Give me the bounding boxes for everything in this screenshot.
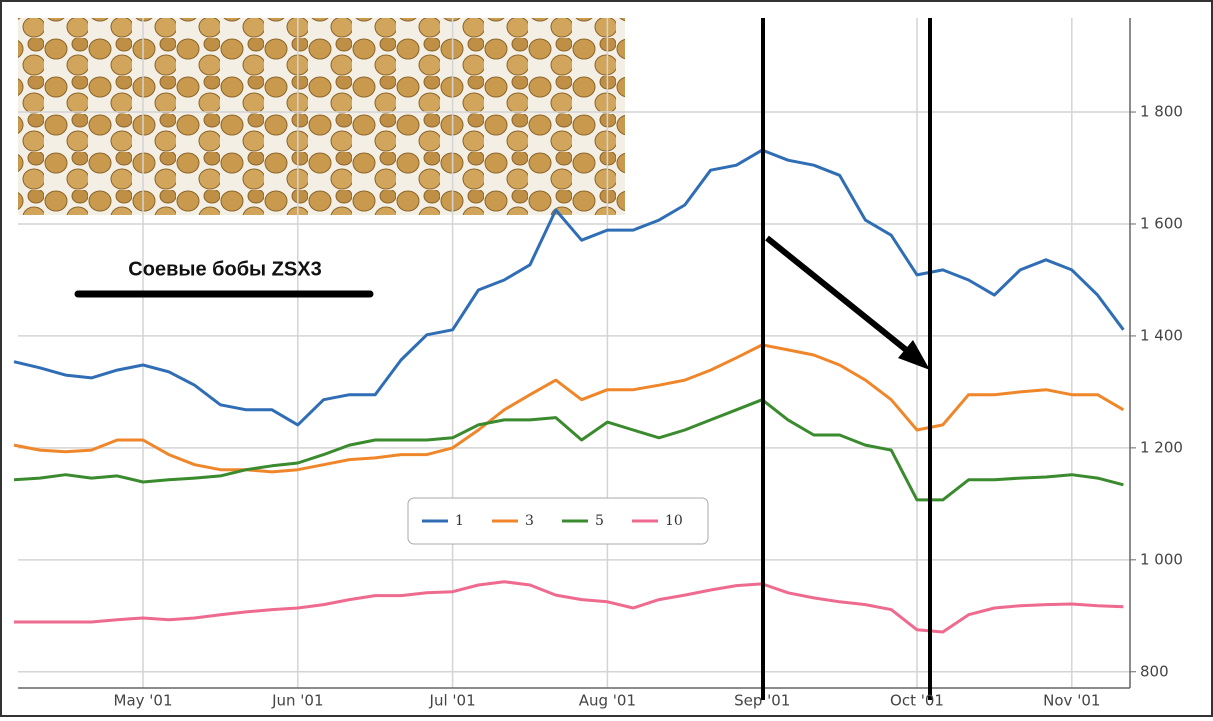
chart-title: Соевые бобы ZSX3 [128,258,321,280]
soybean-image [18,18,625,215]
x-tick-label: May '01 [114,692,173,710]
x-tick-label: Aug '01 [579,692,636,710]
y-tick-label: 1 000 [1140,550,1183,568]
legend [408,498,708,544]
legend-label: 3 [525,513,534,529]
legend-label: 5 [595,513,604,529]
legend-label: 1 [455,513,464,529]
chart: Соевые бобы ZSX3 1 3 5 10 800 1 000 1 200 1 40… [0,0,1213,717]
legend-label: 10 [665,513,683,529]
y-tick-label: 1 800 [1140,103,1183,121]
y-tick-label: 1 600 [1140,214,1183,232]
x-tick-label: Jul '01 [429,692,476,710]
x-tick-label: Oct '01 [890,692,944,710]
x-tick-label: Nov '01 [1043,692,1100,710]
y-tick-label: 1 200 [1140,438,1183,456]
x-tick-label: Sep '01 [734,692,790,710]
x-tick-label: Jun '01 [271,692,323,710]
y-tick-label: 800 [1140,662,1169,680]
y-tick-label: 1 400 [1140,326,1183,344]
